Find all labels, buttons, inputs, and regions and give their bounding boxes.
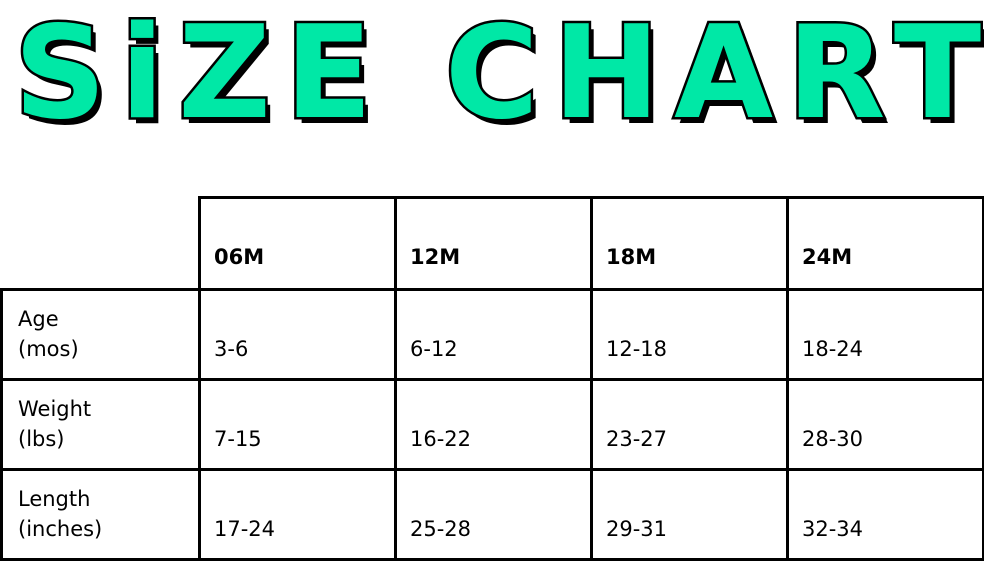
row-label: Length [18,487,91,511]
cell-value: 12-18 [606,337,668,361]
cell-value: 32-34 [802,517,864,541]
row-label: Weight [18,397,92,421]
cell-value: 23-27 [606,427,668,451]
cell-value: 25-28 [410,517,472,541]
row-label-unit: (lbs) [18,427,65,451]
cell-value: 7-15 [214,427,262,451]
cell-value: 16-22 [410,427,472,451]
column-header: 18M [606,245,657,269]
cell-value: 29-31 [606,517,668,541]
row-label-unit: (mos) [18,337,79,361]
cell-value: 3-6 [214,337,249,361]
cell-value: 18-24 [802,337,864,361]
column-header: 12M [410,245,461,269]
cell-value: 17-24 [214,517,276,541]
cell-value: 6-12 [410,337,458,361]
column-header: 06M [214,245,265,269]
cell-value: 28-30 [802,427,864,451]
row-label: Age [18,307,59,331]
page-title: SiZE CHART [12,0,984,151]
column-header: 24M [802,245,853,269]
row-label-unit: (inches) [18,517,103,541]
